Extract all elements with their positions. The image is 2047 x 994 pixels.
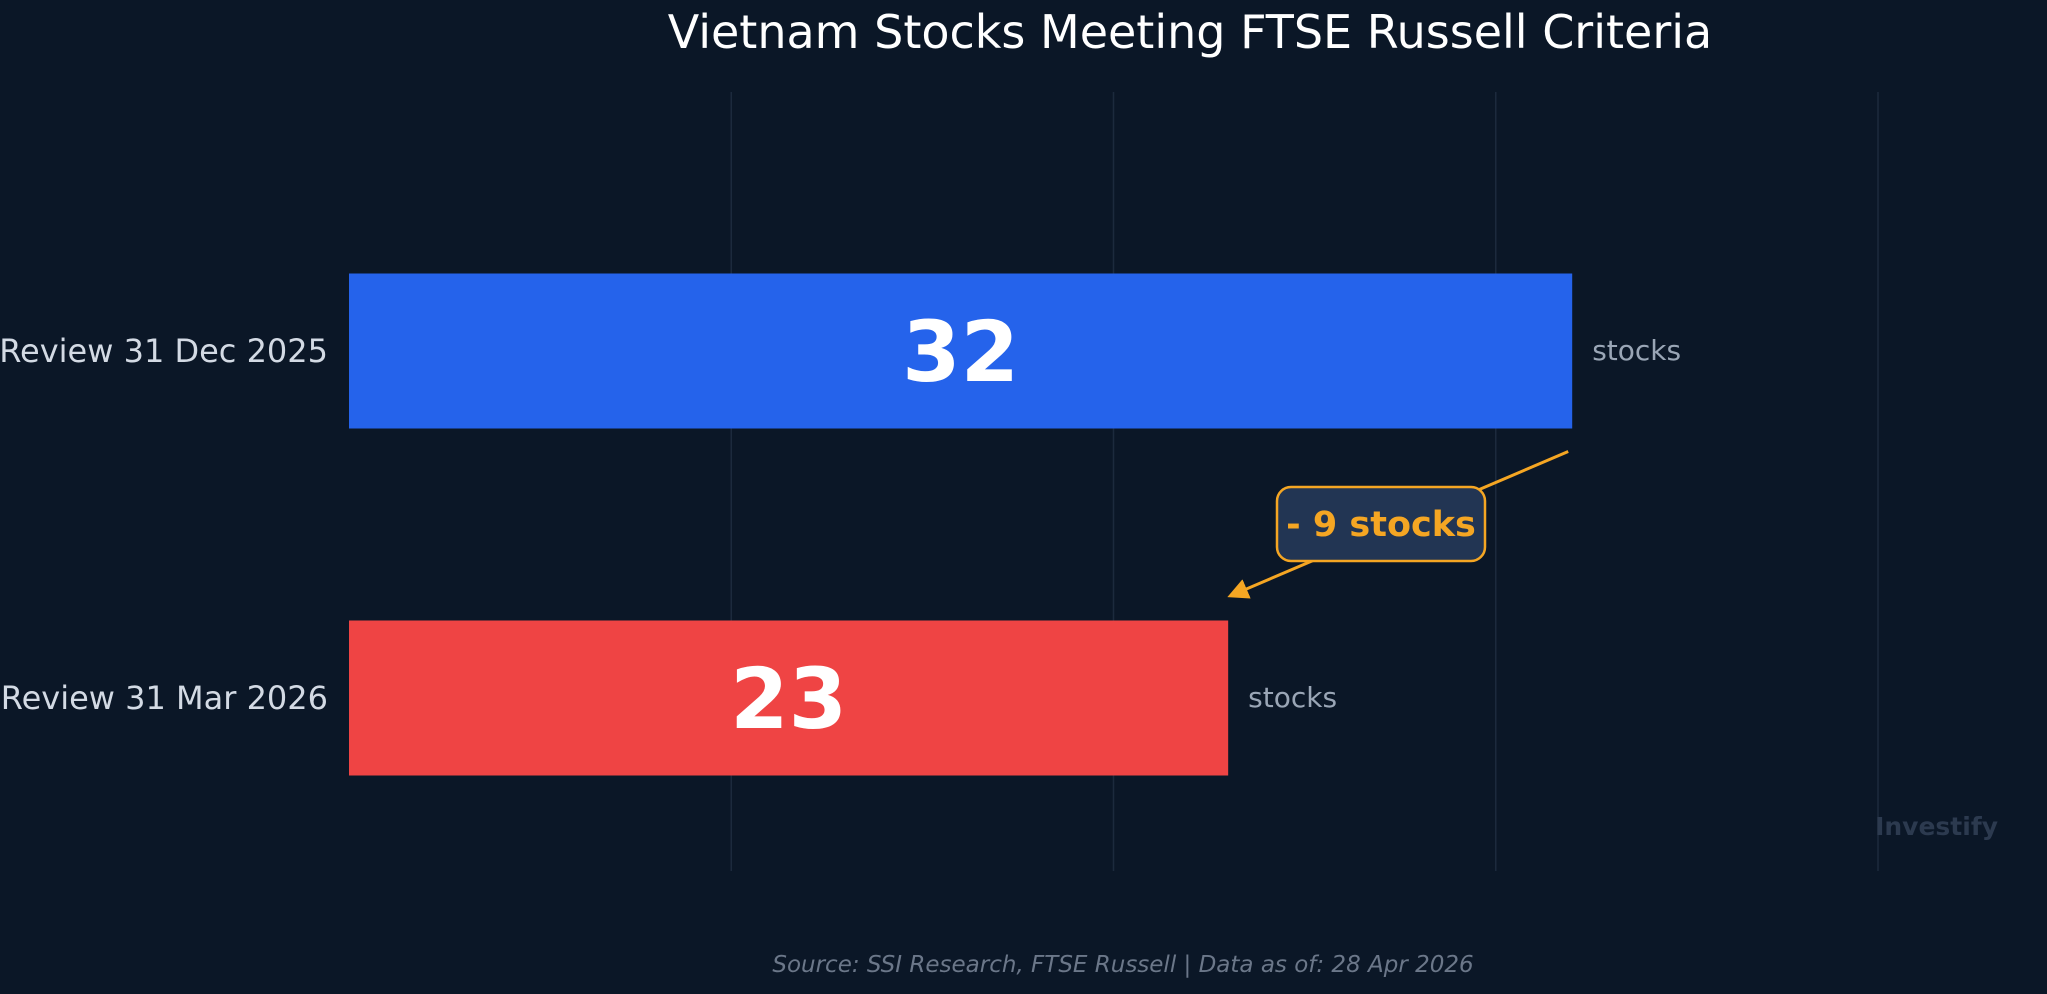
bar-value-label: 32 bbox=[902, 303, 1019, 401]
bar-value-label: 23 bbox=[730, 650, 847, 748]
category-label: Review 31 Dec 2025 bbox=[0, 332, 328, 370]
bars: Review 31 Dec 2025 32 stocks Review 31 Mar … bbox=[0, 273, 1681, 776]
bar bbox=[349, 273, 1573, 429]
bar-unit-label: stocks bbox=[1248, 681, 1337, 714]
chart-title: Vietnam Stocks Meeting FTSE Russell Crit… bbox=[668, 5, 1712, 59]
bar-unit-label: stocks bbox=[1592, 334, 1681, 367]
annotation: - 9 stocks bbox=[1227, 450, 1569, 599]
category-label: Review 31 Mar 2026 bbox=[1, 679, 328, 717]
source-note: Source: SSI Research, FTSE Russell | Dat… bbox=[772, 952, 1473, 978]
annotation-label: - 9 stocks bbox=[1286, 505, 1476, 545]
bar bbox=[349, 620, 1229, 776]
annotation-box bbox=[1275, 485, 1487, 563]
watermark: Investify bbox=[1875, 812, 1998, 841]
